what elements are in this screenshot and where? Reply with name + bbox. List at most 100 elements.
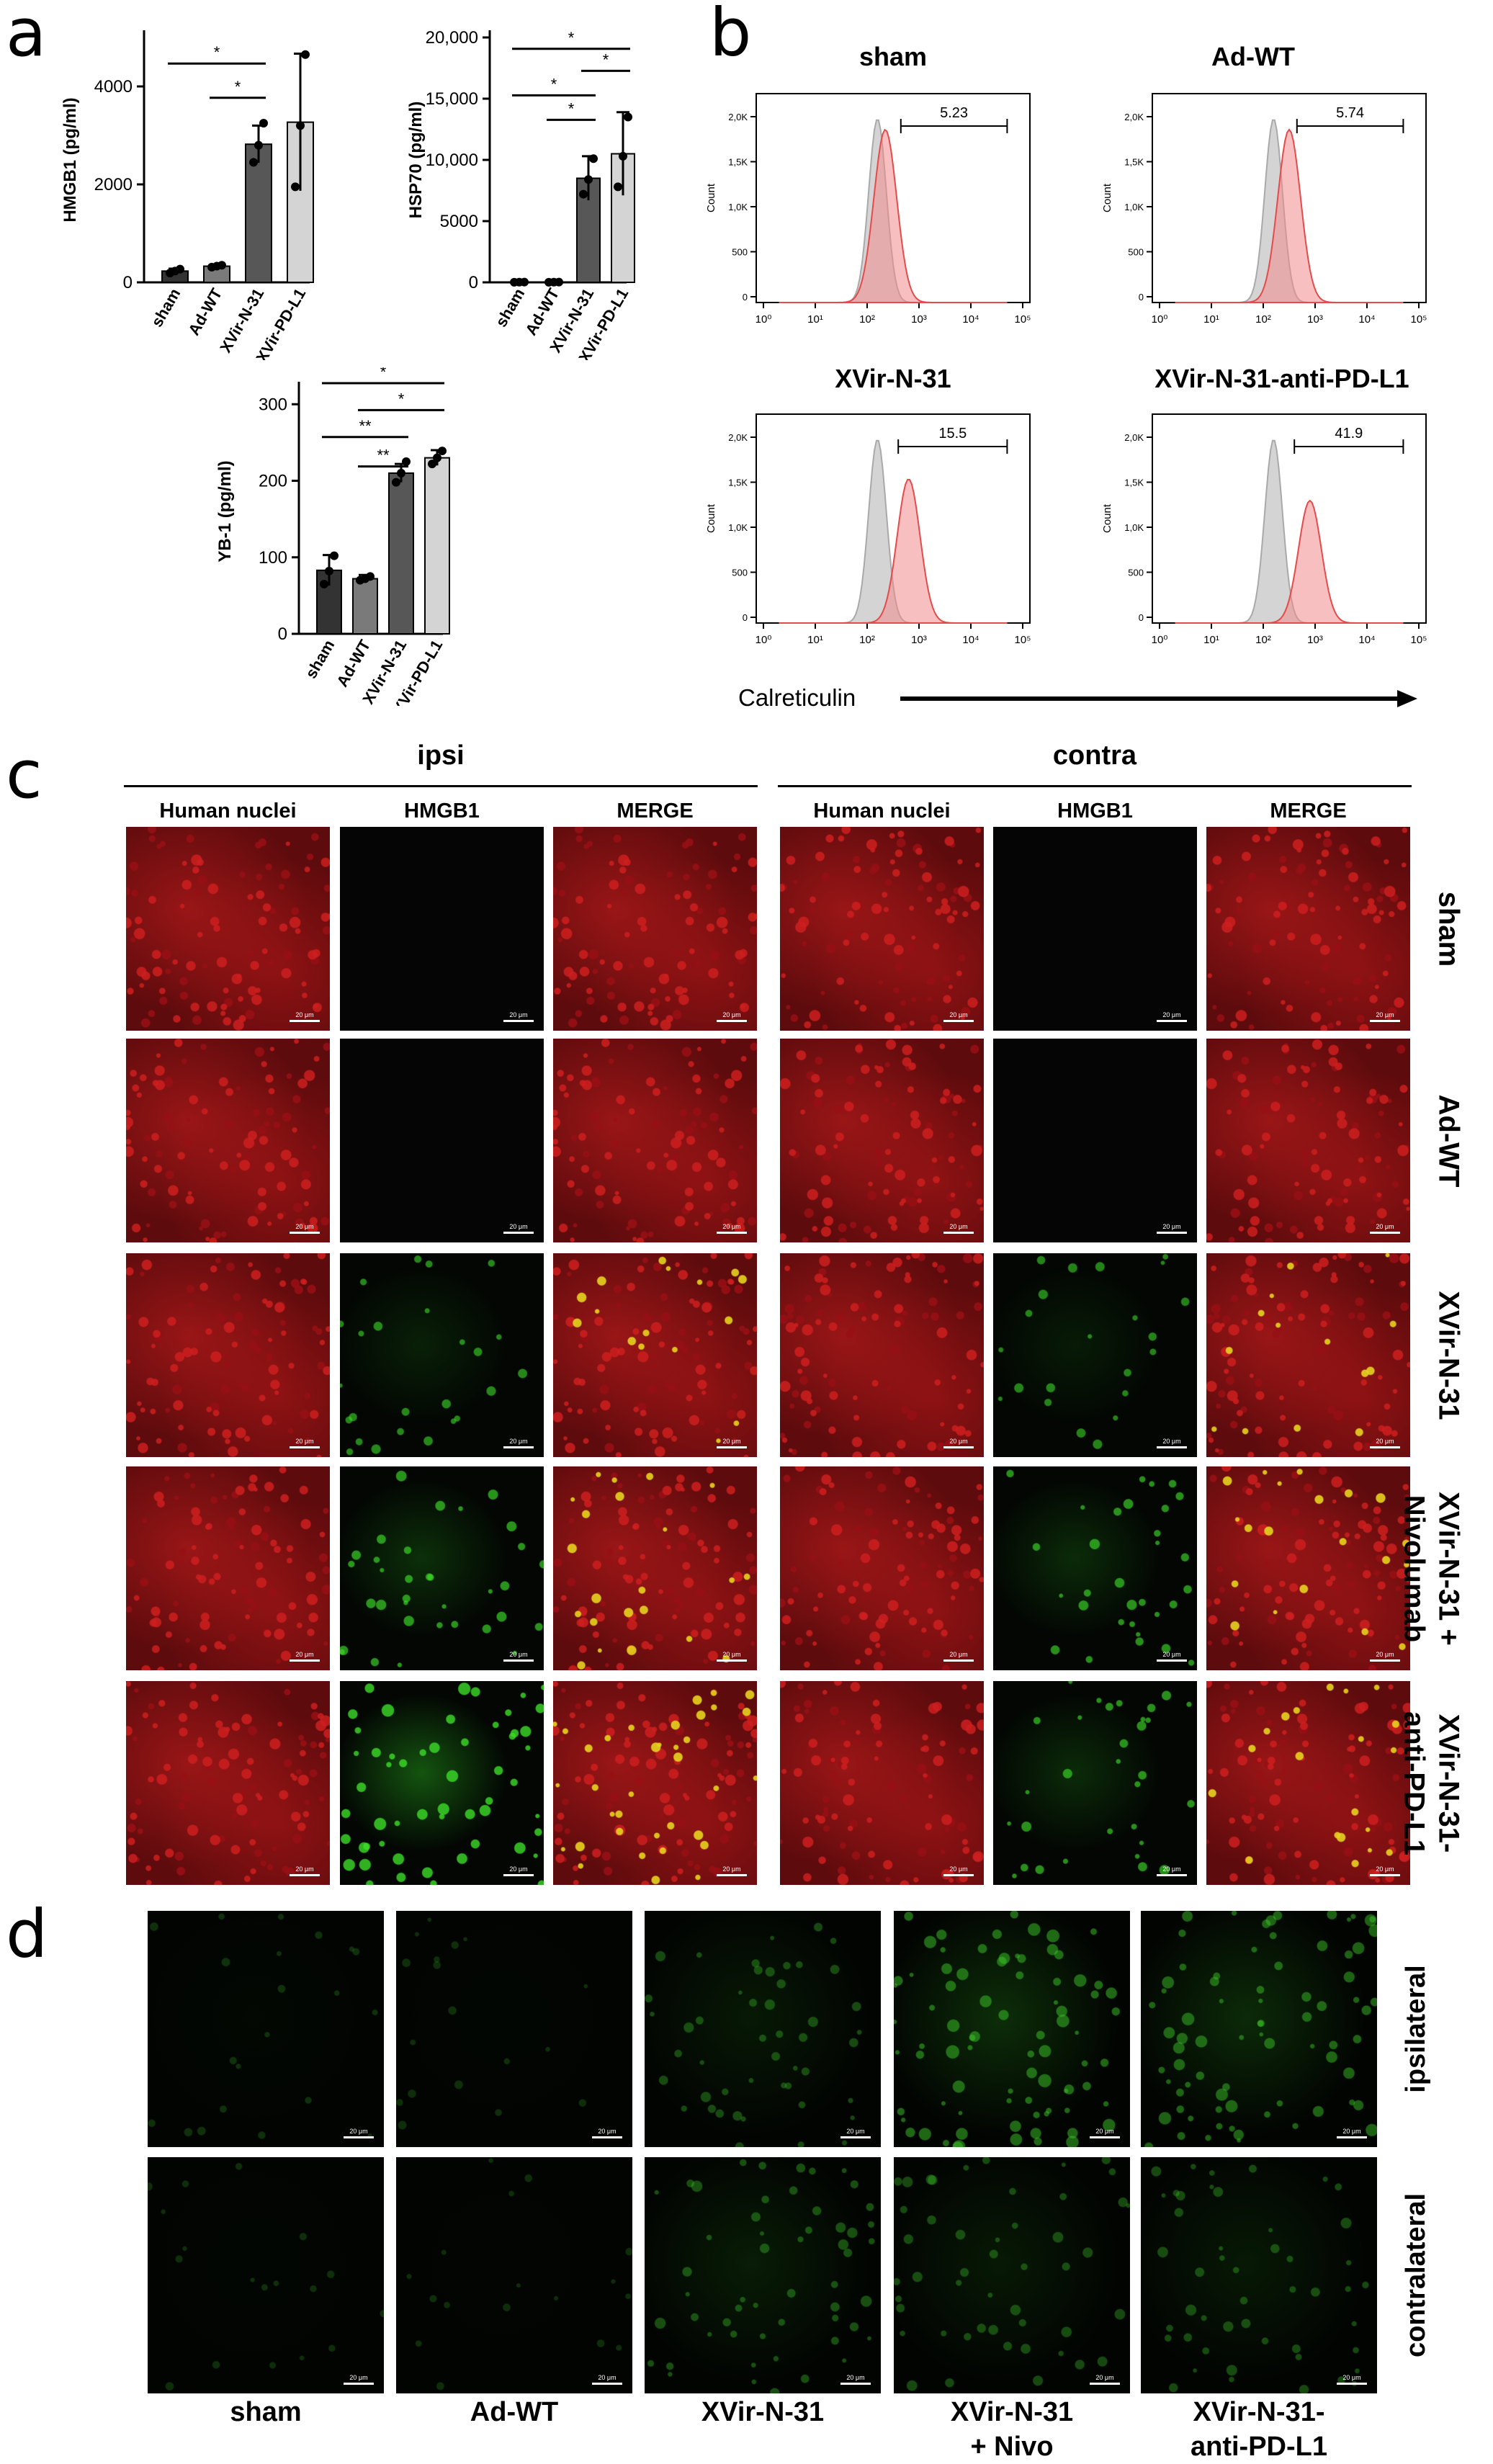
scale-bar — [503, 1232, 534, 1234]
hmgb1-image: 20 μm — [340, 827, 544, 1031]
sample-histogram — [1175, 499, 1404, 624]
flow-axis-label: Calreticulin — [738, 684, 856, 711]
scale-bar-label: 20 μm — [846, 2374, 865, 2381]
crt-image: 20 μm — [894, 1911, 1130, 2147]
x-tick-label: 10⁵ — [1411, 634, 1427, 646]
scale-bar-label: 20 μm — [509, 1011, 528, 1018]
y-axis-label: HSP70 (pg/ml) — [406, 102, 426, 219]
merge-image: 20 μm — [1206, 1681, 1410, 1885]
y-tick-label: 5000 — [440, 212, 478, 231]
scale-bar — [503, 1446, 534, 1448]
scale-bar-label: 20 μm — [1095, 2128, 1114, 2135]
data-point — [438, 447, 447, 456]
data-point — [397, 468, 405, 478]
significance-marker: ** — [377, 447, 390, 465]
data-point — [366, 572, 375, 581]
hmgb1-image: 20 μm — [340, 1039, 544, 1242]
scale-bar — [1157, 1232, 1187, 1234]
merge-image: 20 μm — [553, 827, 757, 1031]
significance-marker: * — [398, 390, 405, 408]
crt-image: 20 μm — [645, 1911, 881, 2147]
merge-image: 20 μm — [553, 1466, 757, 1670]
x-tick-label: 10³ — [911, 313, 927, 326]
significance-marker: * — [551, 75, 557, 93]
scale-bar — [1337, 2136, 1367, 2138]
scale-bar — [290, 1874, 320, 1876]
section-ipsi-title: ipsi — [417, 740, 465, 771]
scale-bar — [290, 1659, 320, 1662]
y-tick-label: 1,5K — [1124, 478, 1144, 488]
scale-bar-label: 20 μm — [1162, 1865, 1181, 1873]
nuclei-image: 20 μm — [780, 1466, 984, 1670]
data-point — [296, 121, 305, 130]
column-label: XVir-N-31 + Nivo — [950, 2397, 1074, 2462]
contra-rule — [778, 785, 1412, 787]
data-point — [301, 50, 310, 59]
x-tick-label: 10² — [1255, 313, 1271, 326]
data-point — [555, 277, 563, 287]
y-tick-label: 2000 — [94, 175, 133, 194]
scale-bar-label: 20 μm — [1376, 1223, 1394, 1230]
flow-axis-arrow — [900, 690, 1417, 707]
y-tick-label: 1,0K — [1124, 202, 1144, 212]
x-tick-label: Ad-WT — [184, 285, 225, 339]
scale-bar-label: 20 μm — [722, 1223, 741, 1230]
scale-bar-label: 20 μm — [949, 1865, 968, 1873]
hmgb1-image: 20 μm — [340, 1253, 544, 1457]
scale-bar — [943, 1874, 974, 1876]
hmgb1-image: 20 μm — [340, 1681, 544, 1885]
x-tick-label: 10¹ — [1203, 313, 1219, 326]
scale-bar — [717, 1232, 747, 1234]
scale-bar-label: 20 μm — [598, 2374, 617, 2381]
x-tick-label: 10⁰ — [1152, 313, 1168, 326]
scale-bar-label: 20 μm — [295, 1651, 314, 1658]
scale-bar-label: 20 μm — [349, 2128, 368, 2135]
crt-image: 20 μm — [1141, 2157, 1377, 2393]
x-tick-label: 10¹ — [1203, 634, 1219, 646]
column-header: MERGE — [1270, 799, 1347, 823]
scale-bar — [1370, 1874, 1400, 1876]
x-tick-label: 10² — [1255, 634, 1271, 646]
bar — [352, 578, 378, 635]
y-tick-label: 2,0K — [728, 112, 748, 122]
x-tick-label: 10⁴ — [1358, 634, 1375, 646]
x-tick-label: 10⁰ — [756, 313, 772, 326]
x-tick-label: 10³ — [911, 634, 927, 646]
panel-letter-d: d — [6, 1896, 48, 1973]
scale-bar — [1090, 2136, 1120, 2138]
x-tick-label: 10³ — [1307, 313, 1323, 326]
scale-bar — [943, 1446, 974, 1448]
significance-marker: * — [568, 29, 575, 47]
x-tick-label: 10⁰ — [756, 634, 772, 646]
nuclei-image: 20 μm — [126, 827, 330, 1031]
data-point — [589, 154, 598, 163]
scale-bar-label: 20 μm — [1376, 1438, 1394, 1445]
scale-bar-label: 20 μm — [846, 2128, 865, 2135]
y-tick-label: 1,0K — [1124, 522, 1144, 533]
column-header: HMGB1 — [404, 799, 480, 823]
y-tick-label: 0 — [469, 273, 478, 292]
merge-image: 20 μm — [1206, 827, 1410, 1031]
nuclei-image: 20 μm — [126, 1039, 330, 1242]
scale-bar — [592, 2383, 622, 2385]
merge-image: 20 μm — [1206, 1253, 1410, 1457]
significance-marker: * — [568, 99, 575, 117]
y-tick-label: 2,0K — [1124, 432, 1144, 443]
flow-histogram-sham: 0 500 1,0K 1,5K 2,0K Count 10⁰ 10¹ 10² 10³ 10⁴ 10⁵ 5… — [705, 93, 1031, 326]
scale-bar-label: 20 μm — [1342, 2374, 1361, 2381]
x-tick-label: sham — [302, 637, 338, 681]
significance-marker: * — [603, 50, 609, 68]
scale-bar-label: 20 μm — [722, 1011, 741, 1018]
x-tick-label: 10⁵ — [1015, 313, 1031, 326]
data-point — [614, 182, 622, 192]
crt-image: 20 μm — [1141, 1911, 1377, 2147]
bar — [388, 472, 414, 635]
scale-bar — [290, 1446, 320, 1448]
scale-bar-label: 20 μm — [1376, 1865, 1394, 1873]
scale-bar — [943, 1659, 974, 1662]
scale-bar — [1370, 1446, 1400, 1448]
x-tick-label: 10⁵ — [1015, 634, 1031, 646]
scale-bar — [503, 1020, 534, 1022]
scale-bar-label: 20 μm — [295, 1011, 314, 1018]
column-label: Ad-WT — [470, 2397, 559, 2427]
